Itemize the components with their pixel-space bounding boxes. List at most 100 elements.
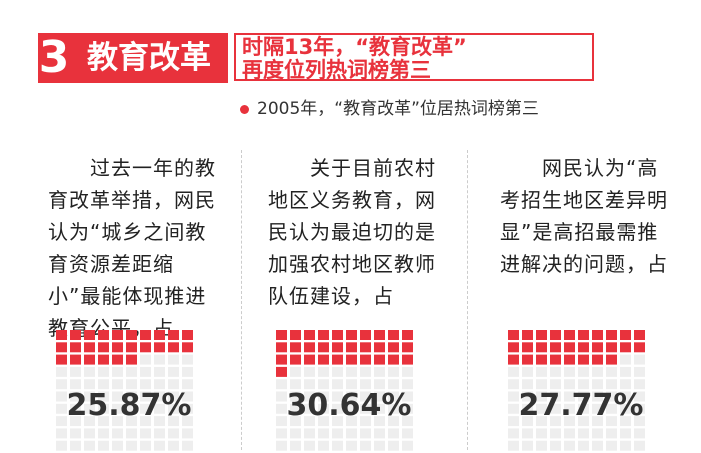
title-line: 再度位列热词榜第三 [242,58,431,82]
waffle-cell [168,330,179,340]
waffle-cell [290,354,301,365]
waffle-cell [154,403,165,414]
waffle-cell [332,354,343,365]
waffle-cell [388,330,399,340]
waffle-cell [536,342,547,353]
waffle-cell [620,440,631,451]
separator [467,150,468,450]
waffle-cell [332,366,343,377]
waffle-cell [402,354,413,365]
waffle-cell [332,342,343,353]
waffle-cell [112,416,123,427]
waffle-cell [550,379,561,390]
waffle-cell [56,403,67,414]
waffle-cell [70,330,81,340]
waffle-cell [154,440,165,451]
waffle-cell [606,354,617,365]
waffle-cell [536,440,547,451]
waffle-cell [276,428,287,439]
waffle-cell [346,354,357,365]
waffle-cell [402,428,413,439]
waffle-cell [360,416,371,427]
waffle-cell [564,330,575,340]
waffle-cell [70,403,81,414]
waffle-cell [634,342,645,353]
waffle-cell [318,342,329,353]
waffle-cell [56,428,67,439]
waffle-cell [360,391,371,402]
waffle-cell [98,391,109,402]
waffle-cell [620,416,631,427]
waffle-cell [318,379,329,390]
waffle-cell [402,379,413,390]
waffle-cell [620,342,631,353]
waffle-cell [508,440,519,451]
waffle-cell [98,354,109,365]
waffle-cell [276,391,287,402]
waffle-cell [84,354,95,365]
waffle-cell [564,440,575,451]
waffle-cell [508,366,519,377]
waffle-cell [112,391,123,402]
waffle-cell [126,440,137,451]
waffle-cell [290,391,301,402]
waffle-cell [276,354,287,365]
waffle-cell [592,391,603,402]
section-number: 3 [38,32,70,83]
waffle-cell [550,403,561,414]
waffle-cell [578,366,589,377]
waffle-cell [70,342,81,353]
waffle-cell [332,403,343,414]
waffle-cell [304,416,315,427]
waffle-cell [304,366,315,377]
waffle-cell [374,416,385,427]
waffle-cell [112,366,123,377]
waffle-cell [56,366,67,377]
waffle [508,330,645,451]
waffle-cell [84,416,95,427]
waffle-cell [634,440,645,451]
waffle-cell [290,366,301,377]
column-text: 过去一年的教育改革举措，网民认为“城乡之间教育资源差距缩小”最能体现推进教育公平… [48,156,216,340]
waffle-cell [304,391,315,402]
title-box: 时隔13年，“教育改革” 再度位列热词榜第三 [234,33,594,82]
waffle-cell [56,379,67,390]
waffle-cell [402,403,413,414]
waffle-cell [140,342,151,353]
waffle-cell [508,330,519,340]
waffle-cell [634,379,645,390]
waffle-cell [70,354,81,365]
waffle-cell [388,440,399,451]
waffle-cell [98,330,109,340]
waffle-cell [182,428,193,439]
waffle-cell [304,428,315,439]
waffle-cell [508,354,519,365]
waffle-cell [182,342,193,353]
waffle-cell [182,330,193,340]
waffle-cell [154,366,165,377]
waffle-cell [140,354,151,365]
waffle-cell [388,403,399,414]
waffle-cell [276,440,287,451]
waffle-cell [318,330,329,340]
waffle-cell [536,403,547,414]
waffle-cell [402,391,413,402]
waffle-cell [346,416,357,427]
percent-label: 30.64% [286,388,412,423]
waffle-cell [522,354,533,365]
waffle-cell [332,440,343,451]
waffle-cell [522,440,533,451]
waffle-cell [536,330,547,340]
waffle-cell [140,403,151,414]
waffle-cell [374,403,385,414]
waffle-cell [374,379,385,390]
waffle-cell [126,379,137,390]
waffle-cell [304,379,315,390]
waffle-cell [126,330,137,340]
waffle-cell [564,342,575,353]
waffle-cell [98,366,109,377]
waffle-cell [318,416,329,427]
waffle-cell [550,366,561,377]
waffle-cell [388,366,399,377]
waffle-cell [564,428,575,439]
